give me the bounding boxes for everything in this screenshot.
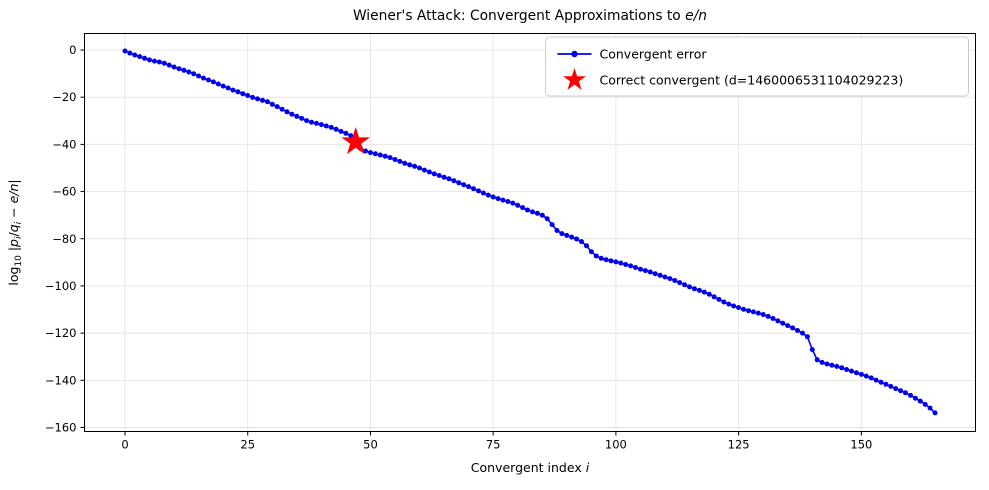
grid	[84, 33, 976, 432]
y-tick-label: −100	[45, 279, 77, 293]
x-tick-label: 75	[486, 438, 501, 452]
y-tick-label: −120	[45, 326, 77, 340]
x-tick-label: 125	[728, 438, 750, 452]
y-tick-label: −60	[52, 185, 76, 199]
legend-label-convergent-error: Convergent error	[600, 47, 708, 62]
y-tick-label: −20	[52, 90, 76, 104]
legend-label-correct-convergent: Correct convergent (d=146000653110402922…	[600, 73, 904, 88]
chart-title: Wiener's Attack: Convergent Approximatio…	[353, 8, 707, 24]
y-tick-label: −160	[45, 420, 77, 434]
legend-box	[545, 36, 969, 97]
y-tick-label: −40	[52, 137, 76, 151]
x-tick-label: 0	[121, 438, 128, 452]
y-tick-label: −140	[45, 373, 77, 387]
correct-convergent-star-marker	[341, 127, 370, 155]
y-tick-label: −80	[52, 232, 76, 246]
convergent-error-markers	[122, 48, 938, 416]
x-tick-label: 100	[605, 438, 627, 452]
legend-dot-marker	[571, 50, 578, 58]
axis-ticks: 0 25 50 75 100 125 150 0 −20 −40 −60 −80 −100 −120 −14…	[45, 43, 872, 451]
x-tick-label: 25	[240, 438, 255, 452]
x-tick-label: 150	[850, 438, 872, 452]
convergent-error-line	[124, 50, 936, 414]
legend: Convergent error Correct convergent (d=14…	[545, 36, 969, 97]
y-axis-label: log10 |pi/qi − e/n|	[6, 179, 24, 285]
plot-frame	[84, 33, 976, 432]
x-tick-label: 50	[363, 438, 378, 452]
legend-star-marker	[563, 68, 586, 90]
x-axis-label: Convergent index i	[471, 460, 590, 475]
y-tick-label: 0	[69, 43, 76, 57]
